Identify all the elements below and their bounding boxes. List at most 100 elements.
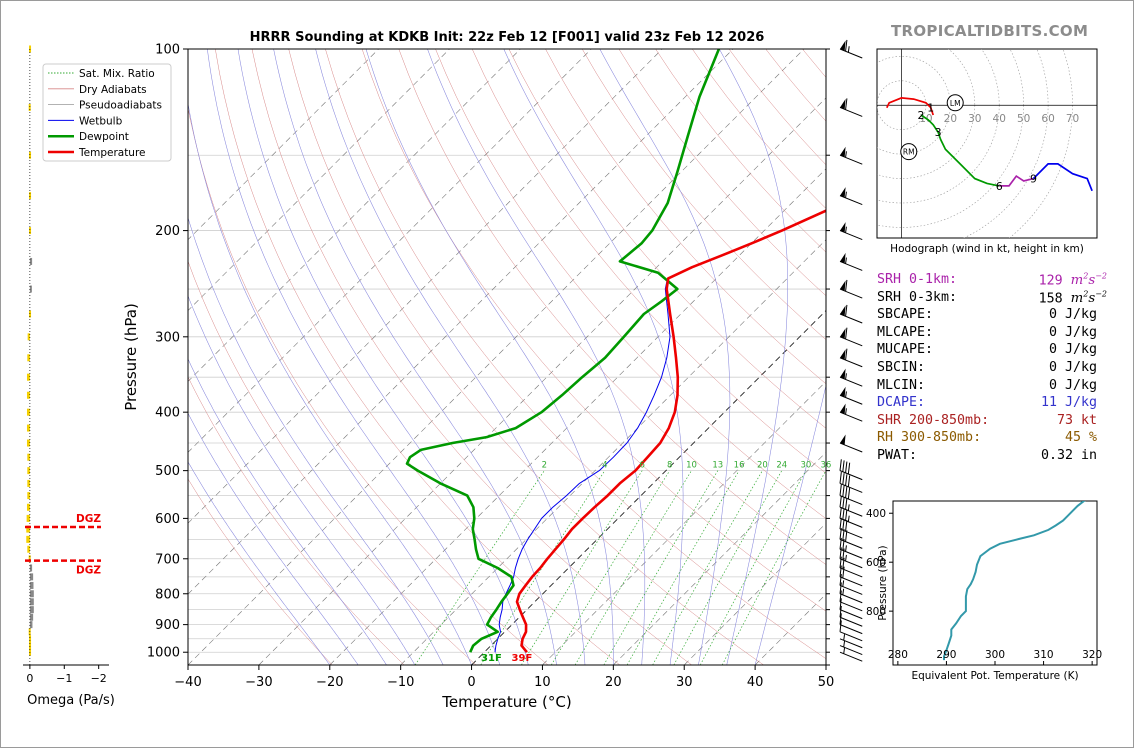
index-label: SRH 0-1km: [877, 272, 957, 287]
y-tick-label: 800 [155, 587, 180, 602]
thetae-x-axis-label: Equivalent Pot. Temperature (K) [911, 670, 1078, 682]
wind-barb-staff [840, 617, 862, 626]
wind-barb-half [844, 545, 848, 551]
x-tick-label: −10 [387, 675, 414, 690]
omega-bar [27, 467, 30, 474]
index-value: 0 J/kg [1049, 360, 1097, 375]
index-row: MUCAPE: 0 J/kg [877, 342, 1107, 360]
index-label: SBCIN: [877, 360, 925, 375]
omega-bar [30, 590, 34, 597]
omega-bar [27, 425, 30, 432]
surface-temp-label: 31F [481, 653, 502, 664]
dry-adiabat [142, 49, 476, 665]
mixing-ratio-line [575, 471, 691, 665]
wind-barb [837, 496, 866, 516]
wind-barb-staff [840, 594, 862, 603]
wind-barb [837, 484, 866, 504]
watermark: TROPICALTIDBITS.COM [891, 22, 1088, 40]
wind-barb-pennant [840, 252, 848, 263]
index-row: MLCIN:0 J/kg [877, 378, 1107, 396]
wind-barb [840, 403, 866, 421]
chart-title: HRRR Sounding at KDKB Init: 22z Feb 12 [… [250, 30, 765, 45]
index-value: 0 J/kg [1049, 342, 1097, 357]
index-row: SBCIN: 0 J/kg [877, 360, 1107, 378]
dry-adiabat [325, 49, 835, 665]
index-value: 129 m2s−2 [1039, 272, 1107, 288]
mixing-ratio-label: 24 [776, 461, 787, 471]
omega-bar [26, 536, 30, 543]
omega-bar [27, 354, 30, 361]
wind-barb [840, 368, 866, 386]
index-label: MUCAPE: [877, 342, 933, 357]
pseudoadiabat [504, 49, 683, 665]
storm-motion-label: RM [903, 148, 915, 157]
pseudoadiabat [719, 49, 787, 665]
y-tick-label: 900 [155, 618, 180, 633]
thetae-y-tick-label: 400 [866, 508, 886, 520]
omega-bar [27, 440, 30, 447]
legend-label: Dry Adiabats [79, 84, 147, 96]
wind-barb-staff [840, 610, 862, 619]
index-row: PWAT:0.32 in [877, 448, 1107, 466]
omega-bar [27, 504, 30, 511]
thetae-x-tick-label: 280 [888, 649, 908, 661]
index-label: RH 300-850mb: [877, 430, 981, 445]
mixing-ratio-label: 2 [542, 461, 547, 471]
y-tick-label: 300 [155, 330, 180, 345]
wind-barb-pennant [840, 186, 848, 197]
wind-barb-pennant [840, 386, 848, 397]
y-tick-label: 100 [155, 43, 180, 58]
x-tick-label: 0 [467, 675, 475, 690]
mixing-ratio-label: 16 [734, 461, 745, 471]
omega-bar [30, 614, 33, 621]
hodograph-ring-label: 20 [944, 113, 957, 125]
index-row: MLCAPE:0 J/kg [877, 325, 1107, 343]
dry-adiabat [252, 49, 692, 665]
index-label: DCAPE: [877, 395, 925, 410]
x-tick-label: 20 [605, 675, 622, 690]
wind-barb [837, 507, 866, 527]
legend-label: Wetbulb [79, 115, 123, 127]
index-row: RH 300-850mb:45 % [877, 430, 1107, 448]
index-value: 0 J/kg [1049, 378, 1097, 393]
omega-bar [27, 374, 30, 381]
x-tick-label: 50 [818, 675, 835, 690]
index-row: SRH 0-3km:158 m2s−2 [877, 290, 1107, 308]
omega-bar [27, 409, 30, 416]
hodograph-ring-label: 60 [1041, 113, 1054, 125]
wind-barb [840, 221, 866, 239]
x-tick-label: 10 [534, 675, 551, 690]
dry-adiabat [215, 49, 620, 665]
wind-barb [840, 434, 866, 452]
omega-bar [29, 635, 31, 642]
wind-barb [837, 598, 866, 618]
wind-barb-half [841, 589, 845, 595]
isotherm-line [188, 49, 804, 665]
x-tick-label: 40 [747, 675, 764, 690]
hodograph-height-label: 6 [996, 180, 1003, 193]
index-unit: m2s−2 [1071, 273, 1107, 288]
mixing-ratio-label: 20 [757, 461, 768, 471]
y-tick-label: 1000 [147, 646, 180, 661]
index-value: 73 kt [1057, 413, 1097, 428]
omega-bar [30, 582, 34, 589]
index-row: SBCAPE:0 J/kg [877, 307, 1107, 325]
omega-bar [27, 454, 30, 461]
dgz-label: DGZ [76, 565, 101, 577]
omega-bar [30, 606, 34, 613]
y-tick-label: 200 [155, 224, 180, 239]
legend-label: Temperature [78, 147, 146, 159]
wind-barb [837, 518, 866, 538]
index-value: 0.32 in [1041, 448, 1097, 463]
omega-tick-label: −2 [91, 672, 107, 685]
index-row: DCAPE:11 J/kg [877, 395, 1107, 413]
wind-barb-half [847, 516, 851, 522]
index-label: MLCAPE: [877, 325, 933, 340]
wind-barb [840, 386, 866, 404]
thetae-x-tick-label: 320 [1082, 649, 1102, 661]
wind-barb [837, 606, 866, 626]
omega-bar [30, 598, 34, 605]
hodograph-ring-label: 30 [968, 113, 981, 125]
x-tick-label: −30 [245, 675, 272, 690]
